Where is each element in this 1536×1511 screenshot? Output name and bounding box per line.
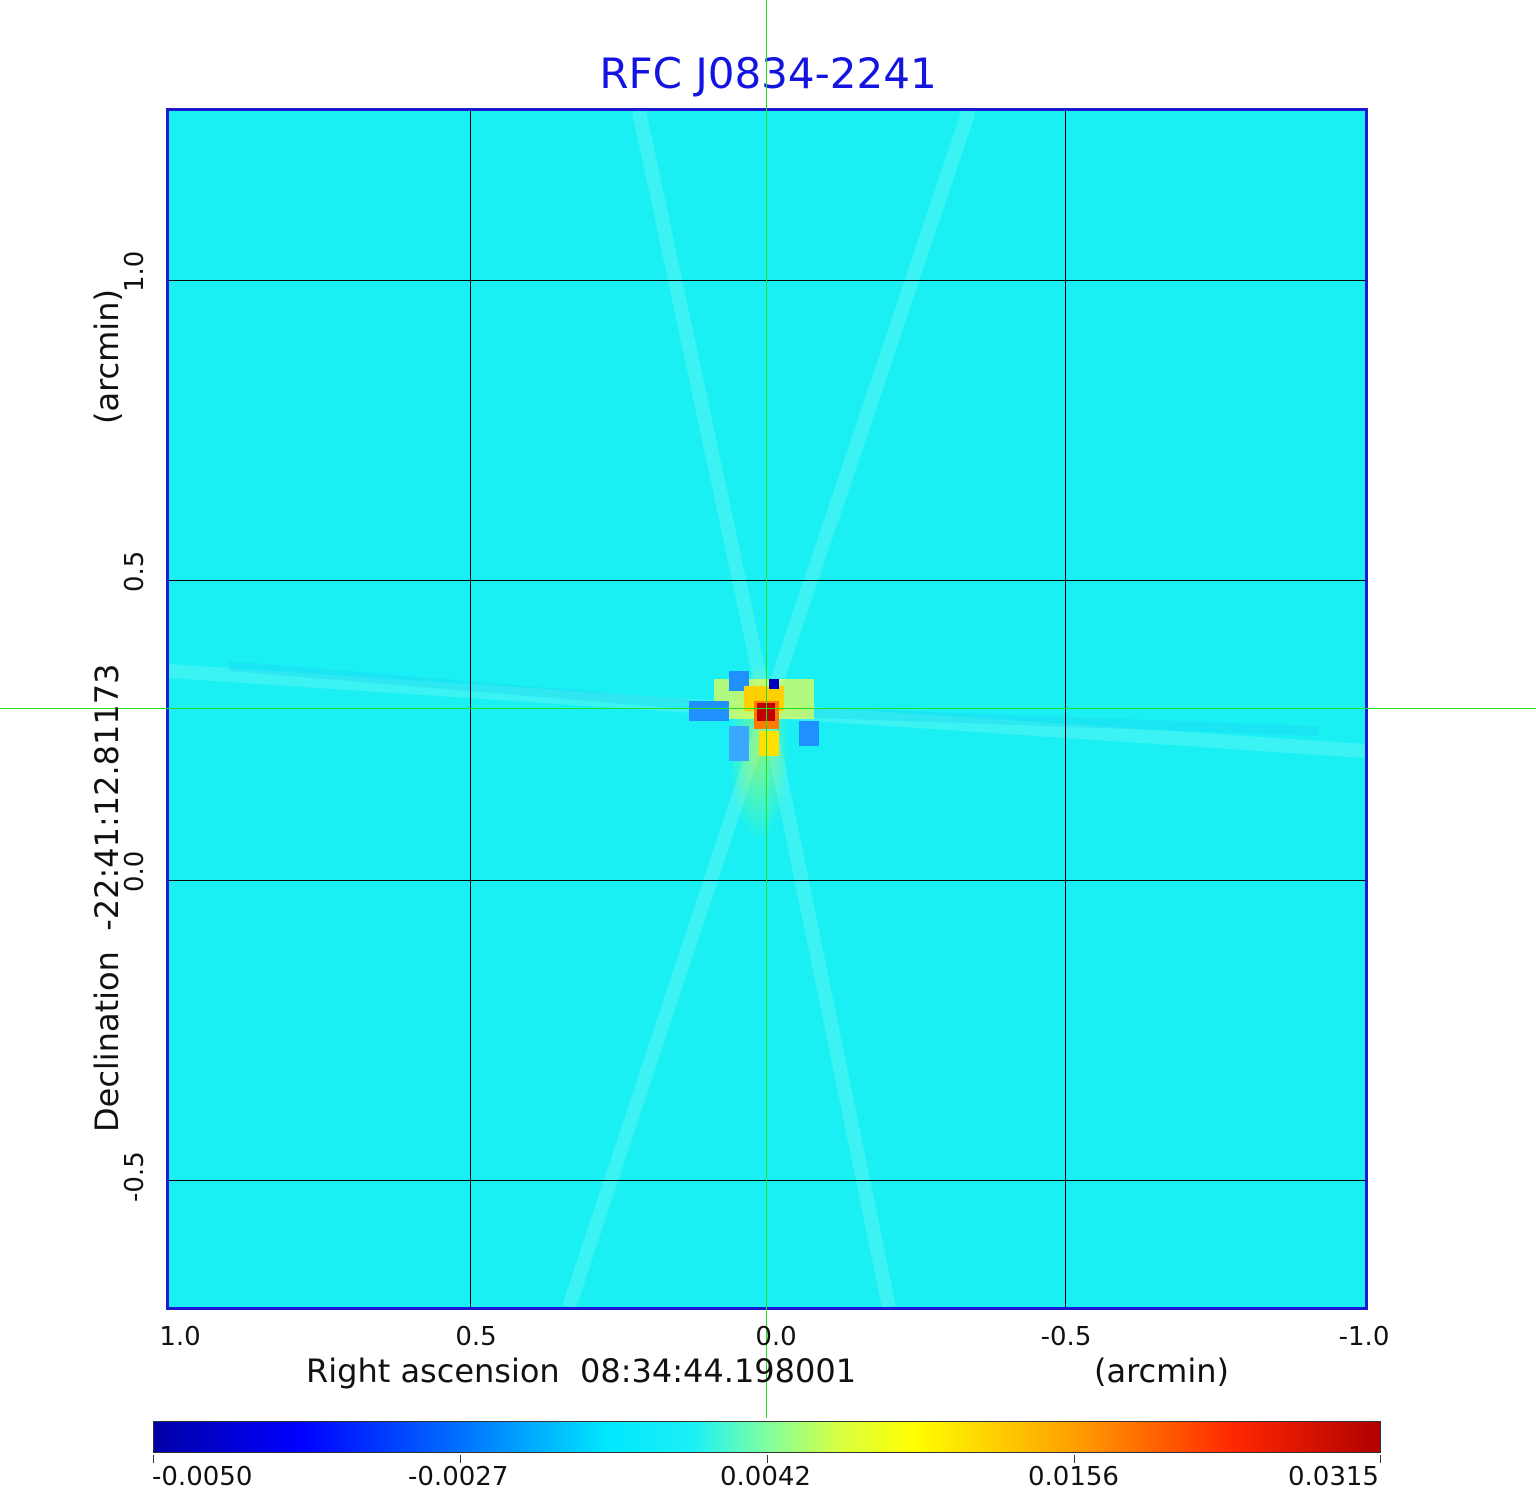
colorbar-label: 0.0315: [1288, 1462, 1379, 1492]
crosshair-vertical: [766, 0, 767, 1418]
crosshair-horizontal: [0, 708, 1536, 709]
x-axis-unit: (arcmin): [1094, 1352, 1229, 1390]
grid-line: [169, 280, 1365, 281]
colorbar-tick: [153, 1455, 154, 1463]
y-tick-label: 0.5: [120, 550, 150, 592]
colorbar-label: 0.0042: [720, 1462, 811, 1492]
x-tick-label: 0.5: [455, 1322, 497, 1352]
x-axis-label: Right ascension 08:34:44.198001: [306, 1352, 857, 1390]
colorbar-label: -0.0050: [152, 1462, 253, 1492]
grid-line: [470, 111, 471, 1307]
y-tick-label: -0.5: [120, 1151, 150, 1202]
x-tick-label: 1.0: [159, 1322, 201, 1352]
x-tick-label: -0.5: [1040, 1322, 1092, 1352]
grid-line: [169, 580, 1365, 581]
y-axis-label: Declination -22:41:12.81173: [88, 663, 126, 1132]
y-tick-label: 1.0: [120, 250, 150, 292]
grid-line: [169, 1180, 1365, 1181]
image-title: RFC J0834-2241: [599, 49, 937, 98]
colorbar-label: 0.0156: [1028, 1462, 1119, 1492]
grid-line: [1065, 111, 1066, 1307]
colorbar-label: -0.0027: [408, 1462, 509, 1492]
colorbar-tick: [460, 1455, 461, 1463]
colorbar: [153, 1421, 1381, 1453]
radio-map-panel[interactable]: [166, 108, 1368, 1310]
y-axis-unit: (arcmin): [88, 289, 126, 424]
x-tick-label: -1.0: [1338, 1322, 1390, 1352]
radio-map-image: [169, 111, 1365, 1307]
grid-line: [169, 880, 1365, 881]
colorbar-tick: [1074, 1455, 1075, 1463]
colorbar-tick: [1380, 1455, 1381, 1463]
x-tick-label: 0.0: [755, 1322, 797, 1352]
colorbar-tick: [767, 1455, 768, 1463]
